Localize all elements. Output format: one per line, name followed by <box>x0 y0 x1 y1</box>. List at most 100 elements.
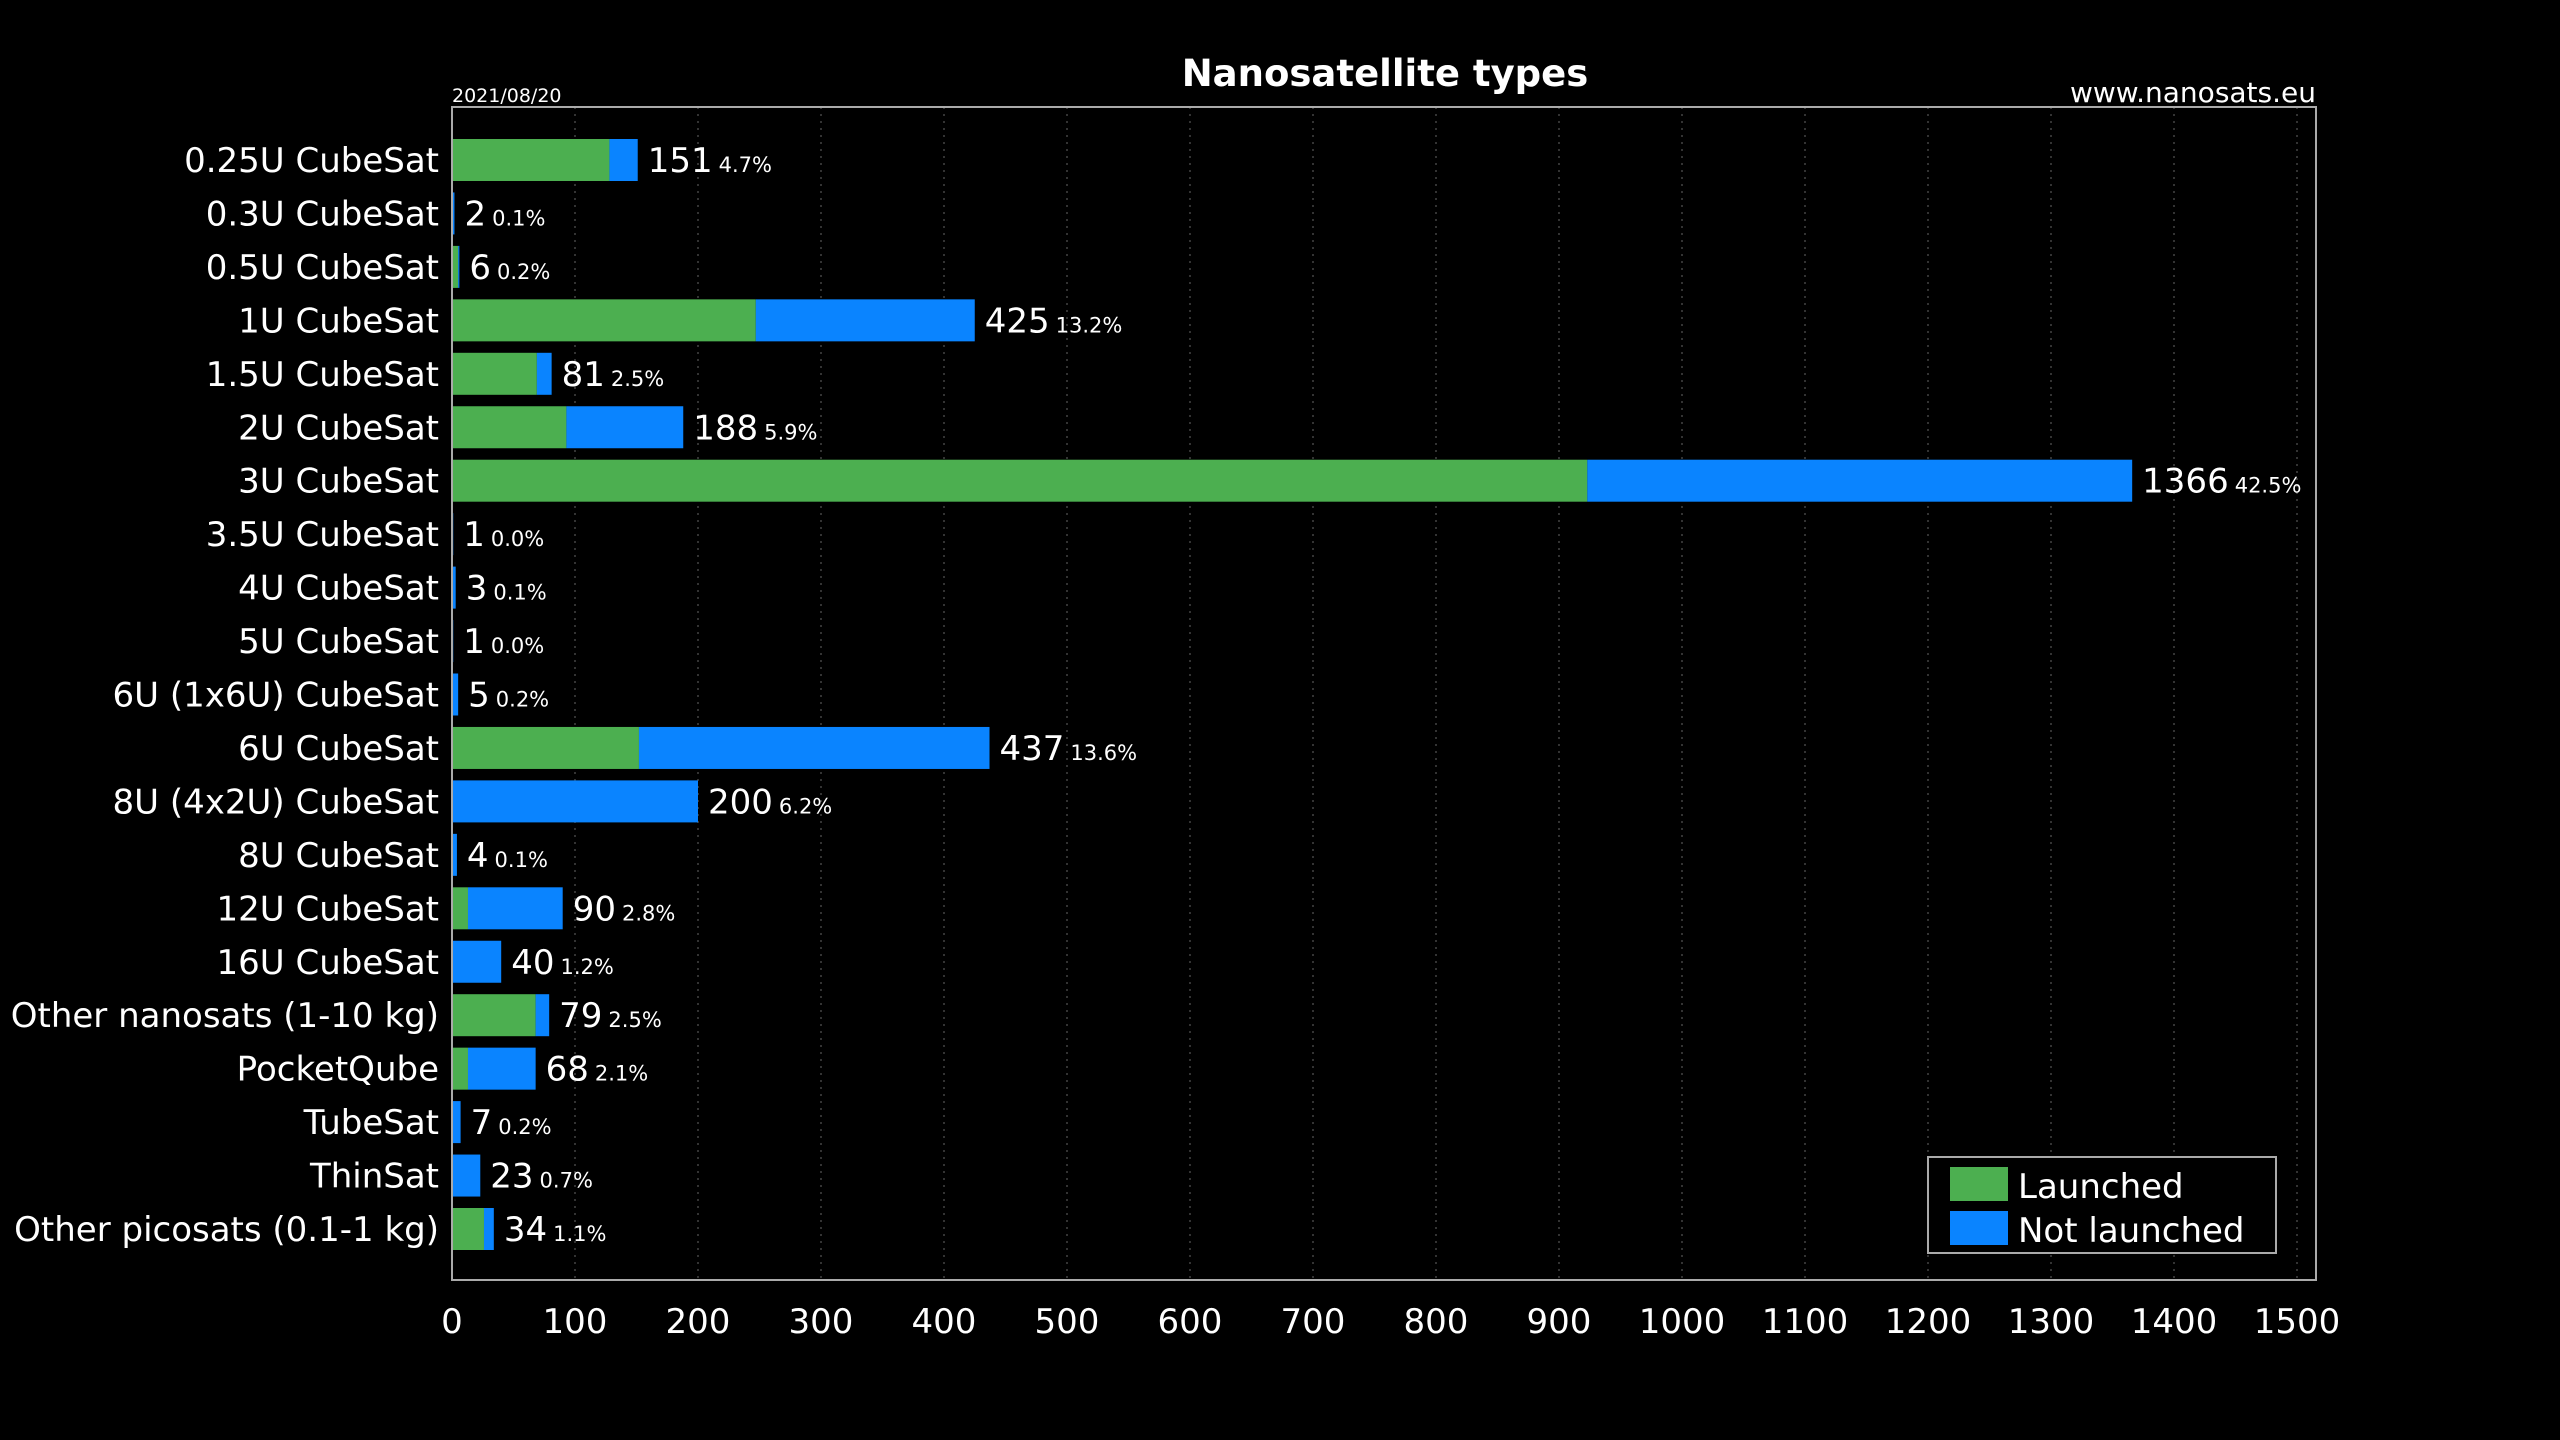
bar-not-launched <box>609 139 638 181</box>
percent-value: 0.0% <box>491 634 544 658</box>
value-label: 6 0.2% <box>469 248 550 288</box>
bar-launched <box>452 139 610 181</box>
bar-launched <box>452 1208 484 1250</box>
x-tick-label: 800 <box>1404 1302 1469 1342</box>
category-label: 1.5U CubeSat <box>206 355 439 395</box>
percent-value: 0.2% <box>496 688 549 712</box>
x-tick-label: 1200 <box>1885 1302 1972 1342</box>
category-label: 3.5U CubeSat <box>206 515 439 555</box>
x-axis-ticks: 0 100 200 300 400 500 600 700 800 900 1000 1100 1200… <box>441 1302 2340 1342</box>
percent-value: 0.1% <box>492 206 545 230</box>
value-label: 81 2.5% <box>562 355 665 395</box>
legend-swatch-launched <box>1950 1167 2008 1201</box>
total-value: 2 <box>464 194 486 234</box>
value-label: 40 1.2% <box>511 943 614 983</box>
percent-value: 2.5% <box>611 367 664 391</box>
bar-launched <box>452 1047 468 1090</box>
x-tick-label: 0 <box>441 1302 463 1342</box>
x-tick-label: 700 <box>1281 1302 1346 1342</box>
percent-value: 2.5% <box>608 1008 661 1032</box>
bar-launched <box>452 245 459 288</box>
percent-value: 13.6% <box>1070 741 1137 765</box>
percent-value: 0.1% <box>493 581 546 605</box>
bars <box>452 139 2133 1250</box>
bar-not-launched <box>755 299 975 342</box>
legend-swatch-not-launched <box>1950 1211 2008 1245</box>
total-value: 1366 <box>2142 462 2229 502</box>
total-value: 7 <box>471 1103 493 1143</box>
total-value: 90 <box>573 889 616 929</box>
percent-value: 2.8% <box>622 901 675 925</box>
bar-not-launched <box>467 1047 536 1090</box>
bar-launched <box>452 406 567 449</box>
value-label: 90 2.8% <box>573 889 676 929</box>
percent-value: 0.0% <box>491 527 544 551</box>
value-label: 200 6.2% <box>708 782 832 822</box>
percent-value: 4.7% <box>719 153 772 177</box>
x-tick-label: 1100 <box>1762 1302 1849 1342</box>
percent-value: 0.7% <box>540 1169 593 1193</box>
x-tick-label: 300 <box>789 1302 854 1342</box>
total-value: 23 <box>490 1157 533 1197</box>
bar-not-launched <box>452 566 456 609</box>
total-value: 1 <box>463 515 485 555</box>
percent-value: 2.1% <box>595 1062 648 1086</box>
category-label: 5U CubeSat <box>238 622 439 662</box>
value-label: 68 2.1% <box>546 1050 649 1090</box>
x-tick-label: 1000 <box>1639 1302 1726 1342</box>
percent-value: 0.2% <box>498 1115 551 1139</box>
bar-launched <box>452 726 639 769</box>
total-value: 40 <box>511 943 554 983</box>
bar-not-launched <box>535 994 550 1037</box>
percent-value: 1.2% <box>560 955 613 979</box>
percent-value: 5.9% <box>764 420 817 444</box>
category-label: ThinSat <box>309 1157 439 1197</box>
category-label: 4U CubeSat <box>238 569 439 609</box>
total-value: 3 <box>466 569 488 609</box>
x-tick-label: 500 <box>1035 1302 1100 1342</box>
value-label: 1366 42.5% <box>2142 462 2301 502</box>
percent-value: 0.2% <box>497 260 550 284</box>
bar-not-launched <box>536 352 552 395</box>
bar-not-launched <box>483 1208 494 1250</box>
total-value: 437 <box>1000 729 1065 769</box>
percent-value: 0.1% <box>495 848 548 872</box>
total-value: 81 <box>562 355 605 395</box>
bar-not-launched <box>452 673 459 716</box>
value-label: 5 0.2% <box>468 676 549 716</box>
category-label: 2U CubeSat <box>238 408 439 448</box>
bar-not-launched <box>452 1154 481 1197</box>
category-label: 0.25U CubeSat <box>184 141 439 181</box>
value-labels: 151 4.7%2 0.1%6 0.2%425 13.2%81 2.5%188 5.9%13… <box>463 141 2301 1250</box>
x-tick-label: 600 <box>1158 1302 1223 1342</box>
value-label: 23 0.7% <box>490 1157 593 1197</box>
value-label: 4 0.1% <box>467 836 548 876</box>
x-tick-label: 200 <box>666 1302 731 1342</box>
category-label: TubeSat <box>303 1103 439 1143</box>
chart-title: Nanosatellite types <box>1182 52 1589 95</box>
total-value: 79 <box>559 996 602 1036</box>
bar-launched <box>452 299 756 342</box>
category-label: 8U CubeSat <box>238 836 439 876</box>
legend-label-launched: Launched <box>2018 1167 2184 1207</box>
bar-not-launched <box>452 192 455 235</box>
x-tick-label: 1300 <box>2008 1302 2095 1342</box>
value-label: 34 1.1% <box>504 1210 607 1250</box>
value-label: 79 2.5% <box>559 996 662 1036</box>
bar-launched <box>452 994 536 1037</box>
category-label: 6U CubeSat <box>238 729 439 769</box>
category-label: 16U CubeSat <box>217 943 440 983</box>
percent-value: 42.5% <box>2235 474 2302 498</box>
total-value: 200 <box>708 782 773 822</box>
category-labels: 0.25U CubeSat 0.3U CubeSat 0.5U CubeSat 1U … <box>11 141 439 1250</box>
bar-not-launched <box>458 245 460 288</box>
total-value: 425 <box>985 301 1050 341</box>
percent-value: 1.1% <box>553 1222 606 1246</box>
category-label: 12U CubeSat <box>217 889 440 929</box>
value-label: 1 0.0% <box>463 515 544 555</box>
bar-not-launched <box>1587 459 2133 502</box>
bar-launched <box>452 352 537 395</box>
category-label: 0.5U CubeSat <box>206 248 439 288</box>
value-label: 437 13.6% <box>1000 729 1138 769</box>
